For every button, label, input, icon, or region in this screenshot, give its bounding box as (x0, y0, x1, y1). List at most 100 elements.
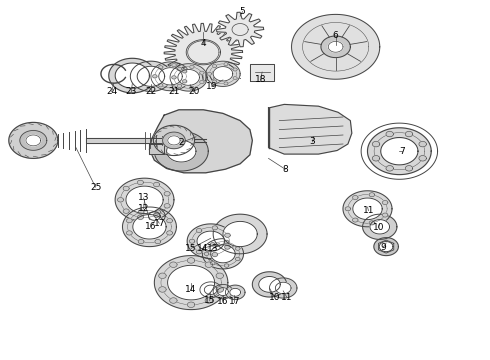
Polygon shape (172, 63, 176, 67)
Polygon shape (343, 191, 392, 227)
Polygon shape (196, 250, 202, 254)
Polygon shape (292, 14, 380, 79)
Polygon shape (159, 66, 163, 69)
Polygon shape (200, 282, 221, 298)
Text: 12: 12 (138, 204, 149, 213)
Polygon shape (178, 69, 199, 85)
Text: 19: 19 (206, 82, 218, 91)
Polygon shape (213, 214, 267, 254)
Polygon shape (148, 212, 160, 220)
Polygon shape (252, 272, 287, 297)
Polygon shape (235, 247, 240, 250)
Polygon shape (205, 298, 213, 303)
Text: 6: 6 (333, 31, 339, 40)
Polygon shape (155, 239, 161, 244)
Polygon shape (223, 221, 257, 247)
Polygon shape (372, 141, 380, 147)
Polygon shape (217, 12, 264, 47)
Polygon shape (233, 68, 237, 71)
Polygon shape (168, 265, 215, 300)
Polygon shape (382, 201, 388, 204)
Polygon shape (163, 132, 185, 149)
Polygon shape (137, 180, 144, 185)
Polygon shape (211, 245, 235, 263)
Polygon shape (126, 186, 163, 213)
Polygon shape (164, 23, 243, 81)
Polygon shape (172, 76, 176, 79)
Polygon shape (154, 256, 228, 310)
Polygon shape (224, 240, 229, 244)
Polygon shape (353, 198, 382, 220)
Polygon shape (26, 135, 41, 146)
Text: 23: 23 (125, 87, 137, 96)
Text: 20: 20 (188, 87, 199, 96)
Polygon shape (86, 138, 162, 143)
Text: 18: 18 (255, 75, 267, 84)
Polygon shape (210, 243, 215, 246)
Polygon shape (149, 144, 164, 154)
Polygon shape (224, 264, 229, 267)
Polygon shape (235, 257, 240, 261)
Polygon shape (381, 138, 418, 165)
Polygon shape (149, 110, 252, 173)
Polygon shape (352, 218, 358, 222)
Polygon shape (213, 284, 233, 299)
Text: 16: 16 (145, 222, 157, 231)
Text: 24: 24 (106, 87, 117, 96)
Polygon shape (126, 219, 132, 223)
Polygon shape (170, 262, 177, 267)
Text: 10: 10 (269, 292, 280, 302)
Text: 7: 7 (399, 147, 405, 156)
Polygon shape (138, 210, 144, 214)
Polygon shape (216, 273, 223, 279)
Polygon shape (382, 213, 388, 217)
Polygon shape (206, 61, 240, 86)
Polygon shape (200, 71, 204, 74)
Polygon shape (368, 128, 431, 175)
Polygon shape (115, 63, 149, 88)
Text: 3: 3 (310, 137, 316, 146)
Polygon shape (109, 58, 156, 93)
Polygon shape (115, 178, 174, 221)
Polygon shape (230, 288, 241, 296)
Polygon shape (204, 252, 209, 256)
Polygon shape (168, 136, 180, 145)
Polygon shape (372, 156, 380, 161)
Polygon shape (269, 104, 352, 154)
Polygon shape (233, 77, 237, 80)
Polygon shape (216, 287, 223, 292)
Polygon shape (144, 208, 165, 224)
Polygon shape (374, 238, 398, 256)
Polygon shape (225, 245, 230, 249)
Polygon shape (386, 131, 393, 137)
Polygon shape (419, 156, 426, 161)
Polygon shape (190, 86, 194, 90)
Polygon shape (205, 262, 213, 267)
Polygon shape (189, 239, 195, 243)
Polygon shape (345, 207, 351, 211)
Polygon shape (200, 81, 204, 84)
Text: 15: 15 (204, 296, 216, 305)
Polygon shape (187, 258, 195, 263)
Polygon shape (167, 219, 172, 223)
Text: 14: 14 (185, 285, 197, 294)
Polygon shape (207, 72, 212, 75)
Polygon shape (159, 273, 166, 279)
Polygon shape (405, 166, 413, 171)
Polygon shape (218, 288, 228, 296)
Text: 15: 15 (185, 244, 197, 253)
Polygon shape (155, 210, 161, 214)
Polygon shape (213, 80, 217, 83)
Polygon shape (123, 209, 129, 213)
Polygon shape (250, 64, 274, 81)
Polygon shape (202, 239, 244, 269)
Polygon shape (138, 239, 144, 244)
Polygon shape (212, 226, 218, 230)
Polygon shape (370, 220, 390, 234)
Polygon shape (164, 204, 170, 208)
Polygon shape (213, 64, 217, 68)
Polygon shape (369, 221, 375, 225)
Text: 16: 16 (217, 297, 229, 306)
Polygon shape (126, 231, 132, 235)
Polygon shape (419, 141, 426, 147)
